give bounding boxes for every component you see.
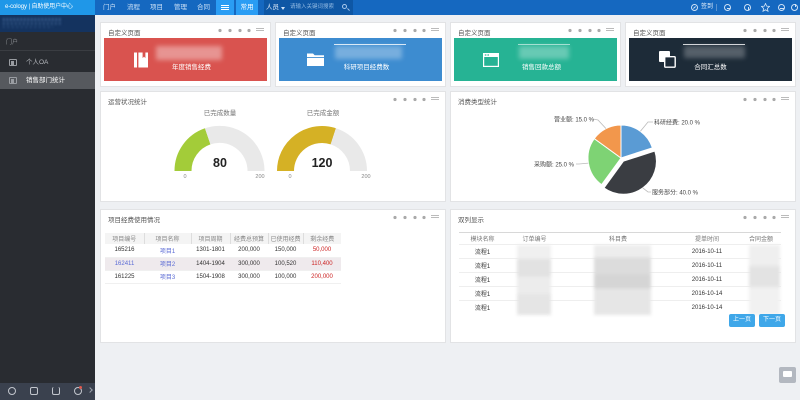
- svg-text:200: 200: [361, 174, 370, 180]
- svg-text:120: 120: [312, 156, 333, 170]
- svg-text:80: 80: [213, 156, 227, 170]
- svg-text:营业额: 15.0 %: 营业额: 15.0 %: [554, 116, 595, 124]
- svg-text:0: 0: [288, 174, 291, 180]
- svg-text:科研经费: 20.0 %: 科研经费: 20.0 %: [654, 119, 701, 127]
- svg-text:200: 200: [255, 174, 264, 180]
- svg-text:0: 0: [183, 174, 186, 180]
- svg-text:已完成金额: 已完成金额: [307, 108, 340, 117]
- svg-text:已完成数量: 已完成数量: [204, 108, 237, 117]
- svg-text:服务部分: 40.0 %: 服务部分: 40.0 %: [652, 189, 699, 197]
- svg-text:采购额: 25.0 %: 采购额: 25.0 %: [534, 161, 575, 169]
